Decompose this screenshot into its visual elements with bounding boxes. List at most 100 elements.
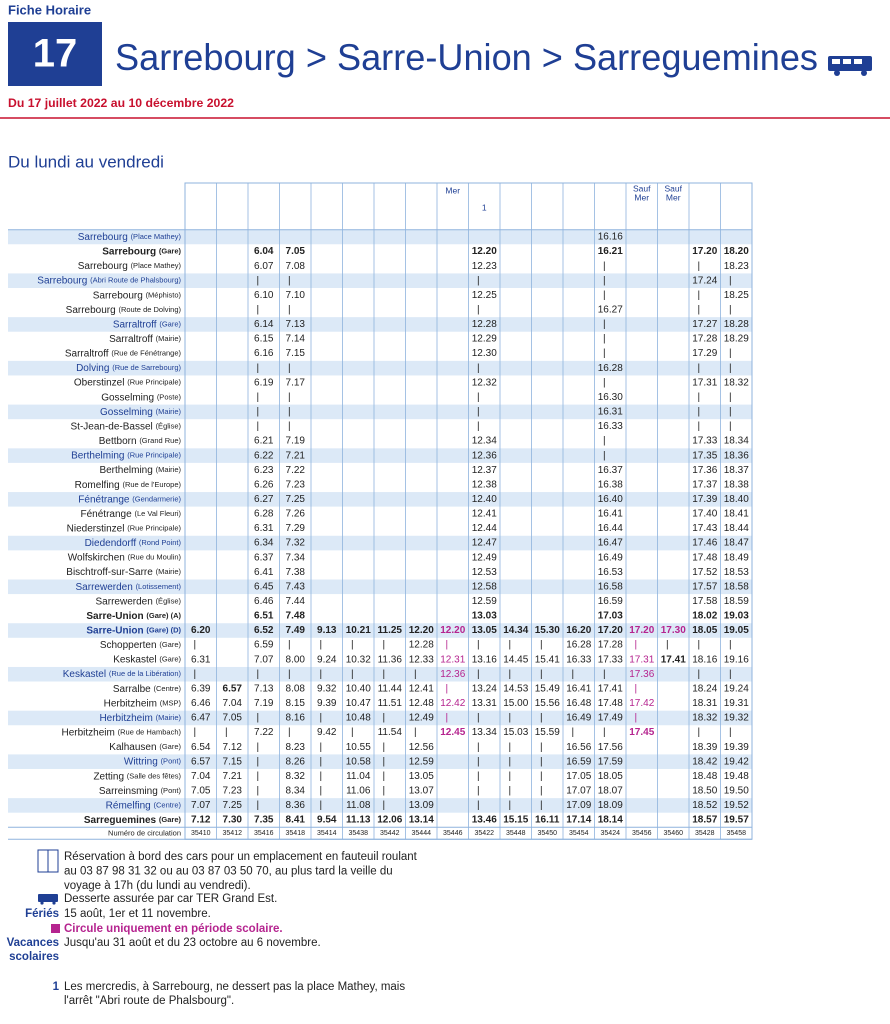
time: 19.24 — [724, 683, 749, 694]
time: 8.34 — [286, 785, 306, 796]
time: 17.30 — [661, 625, 686, 636]
stop-town: Herbitzheim — [104, 698, 157, 709]
time: 8.16 — [286, 713, 306, 724]
time: 15.03 — [503, 727, 528, 738]
pass-through: | — [571, 669, 574, 680]
stop-town: Rémelfing — [106, 800, 151, 811]
stop-town: Sarraltroff — [113, 319, 157, 330]
time: 12.48 — [409, 698, 434, 709]
time: 16.38 — [598, 479, 623, 490]
stop-town: Berthelming — [71, 450, 124, 461]
kicker: Fiche Horaire — [8, 2, 91, 17]
time: 6.45 — [254, 581, 274, 592]
time: 13.16 — [472, 654, 497, 665]
pass-through: | — [256, 800, 259, 811]
stop-detail: (Centre) — [153, 800, 181, 809]
row-tint — [8, 273, 752, 288]
stop-name: Fénétrange (Gendarmerie) — [78, 494, 181, 505]
pass-through: | — [477, 669, 480, 680]
pass-through: | — [256, 305, 259, 316]
pass-through: | — [477, 363, 480, 374]
time: 10.48 — [346, 713, 371, 724]
stop-detail: (Mairie) — [156, 713, 182, 722]
pass-through: | — [477, 756, 480, 767]
stop-detail: (Gare) — [159, 815, 182, 824]
time: 17.52 — [692, 567, 717, 578]
time: 18.58 — [724, 581, 749, 592]
pass-through: | — [351, 669, 354, 680]
stop-detail: (Église) — [156, 421, 182, 430]
time: 16.41 — [598, 509, 623, 520]
time: 18.44 — [724, 523, 749, 534]
time: 11.13 — [346, 815, 371, 826]
time: 18.48 — [692, 771, 717, 782]
time: 17.07 — [566, 785, 591, 796]
pass-through: | — [288, 669, 291, 680]
time: 6.47 — [191, 713, 211, 724]
stop-name: Sarralbe (Centre) — [113, 683, 182, 694]
legend-text: au 03 87 98 31 32 ou au 03 87 03 50 70, … — [64, 866, 393, 878]
stop-name: Diedendorff (Rond Point) — [85, 538, 182, 549]
time: 16.49 — [598, 552, 623, 563]
pass-through: | — [382, 785, 385, 796]
time: 18.42 — [692, 756, 717, 767]
circulation-number: 35442 — [380, 830, 400, 837]
legend-label: scolaires — [9, 951, 59, 963]
stop-detail: (Route de Dolving) — [118, 305, 181, 314]
time: 12.44 — [472, 523, 497, 534]
pass-through: | — [382, 640, 385, 651]
stop-town: Herbitzheim — [61, 727, 114, 738]
pass-through: | — [256, 363, 259, 374]
time: 18.40 — [724, 494, 749, 505]
time: 6.57 — [191, 756, 211, 767]
legend-label: Fériés — [25, 908, 59, 920]
circulation-number: 35416 — [254, 830, 274, 837]
time: 17.42 — [629, 698, 654, 709]
pass-through: | — [603, 727, 606, 738]
stop-name: Gosselming (Poste) — [101, 392, 181, 403]
time: 7.43 — [286, 581, 306, 592]
time: 7.14 — [286, 334, 306, 345]
legend-text: Circule uniquement en période scolaire. — [64, 923, 283, 935]
time: 14.45 — [503, 654, 528, 665]
time: 18.47 — [724, 538, 749, 549]
stop-town: Herbitzheim — [99, 713, 152, 724]
time: 8.15 — [286, 698, 306, 709]
time: 12.36 — [440, 669, 465, 680]
time: 7.07 — [191, 800, 211, 811]
time: 6.31 — [191, 654, 211, 665]
pass-through: | — [288, 275, 291, 286]
time: 17.39 — [692, 494, 717, 505]
time: 6.26 — [254, 479, 274, 490]
pass-through: | — [477, 785, 480, 796]
time: 17.31 — [692, 377, 717, 388]
time: 10.55 — [346, 742, 371, 753]
stop-name: Sarraltroff (Gare) — [113, 319, 182, 330]
time: 17.49 — [598, 713, 623, 724]
time: 12.28 — [472, 319, 497, 330]
time: 16.31 — [598, 407, 623, 418]
pass-through: | — [508, 785, 511, 796]
circulation-number: 35418 — [286, 830, 306, 837]
time: 17.59 — [598, 756, 623, 767]
time: 7.04 — [223, 698, 243, 709]
time: 17.31 — [629, 654, 654, 665]
stop-name: Sarrebourg (Place Mathey) — [78, 232, 182, 243]
row-tint — [8, 798, 752, 813]
bus-icon — [828, 56, 872, 76]
time: 6.20 — [191, 625, 211, 636]
stop-detail: (Gare) (D) — [146, 625, 181, 634]
stop-detail: (Poste) — [157, 392, 182, 401]
validity: Du 17 juillet 2022 au 10 décembre 2022 — [8, 96, 234, 110]
legend-text: Jusqu'au 31 août et du 23 octobre au 6 n… — [64, 937, 321, 949]
stop-town: Keskastel — [63, 669, 106, 680]
stop-detail: (Rue de la Libération) — [109, 669, 182, 678]
time: 7.25 — [286, 494, 306, 505]
stop-name: Schopperten (Gare) — [100, 640, 182, 651]
time: 7.04 — [191, 771, 211, 782]
time: 9.13 — [317, 625, 337, 636]
time: 7.25 — [223, 800, 243, 811]
pass-through: | — [477, 640, 480, 651]
time: 13.34 — [472, 727, 497, 738]
